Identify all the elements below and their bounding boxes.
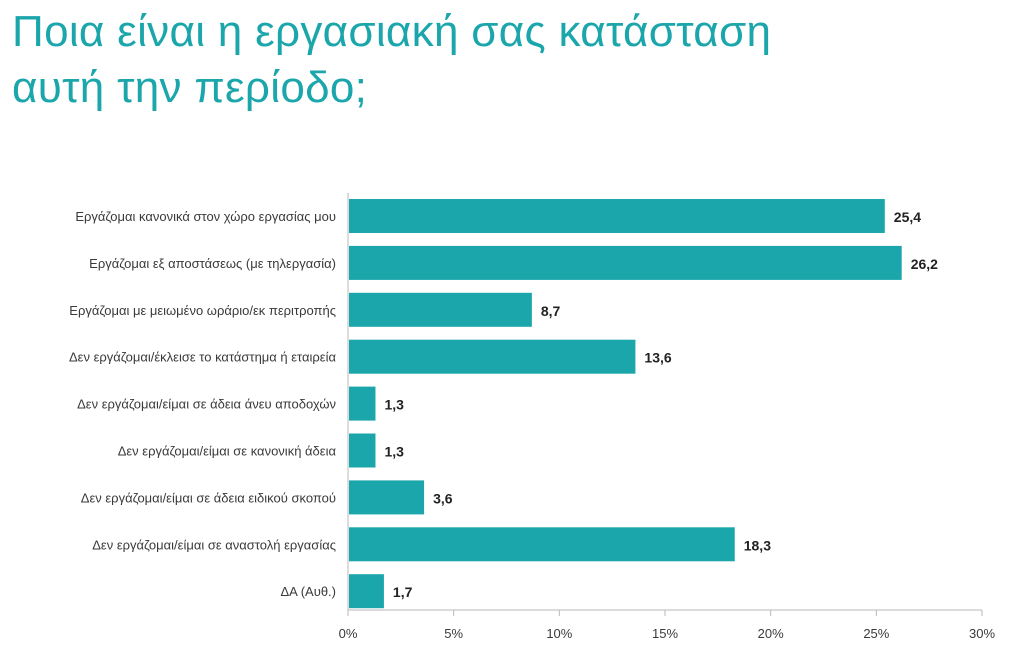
bar [349,574,384,609]
x-tick-label: 5% [444,626,463,641]
chart-title-line-1: Ποια είναι η εργασιακή σας κατάσταση [12,7,772,56]
category-label: Δεν εργάζομαι/είμαι σε άδεια ειδικού σκο… [81,490,336,505]
bar [349,199,885,233]
category-label: Δεν εργάζομαι/είμαι σε αναστολή εργασίας [92,537,336,552]
chart-title: Ποια είναι η εργασιακή σας κατάσταση αυτ… [12,4,771,116]
x-tick-label: 15% [652,626,678,641]
category-label: Δεν εργάζομαι/έκλεισε το κατάστημα ή ετα… [69,350,336,365]
x-axis: 0% 5% 10% 15% 20% 25% 30% [339,193,995,641]
value-label: 13,6 [644,350,671,366]
bar [349,386,376,421]
bar [349,433,376,468]
x-tick-label: 0% [339,626,358,641]
x-tick-label: 30% [969,626,995,641]
value-label: 1,3 [384,444,404,460]
category-label: Εργάζομαι εξ αποστάσεως (με τηλεργασία) [89,256,336,271]
bar [349,527,735,562]
value-label: 25,4 [894,209,921,225]
category-label: Δεν εργάζομαι/είμαι σε κανονική άδεια [118,444,337,459]
value-label: 18,3 [744,537,771,553]
chart-title-line-2: αυτή την περίοδο; [12,63,368,112]
category-label: Εργάζομαι με μειωμένο ωράριο/εκ περιτροπ… [69,303,336,318]
value-label: 1,7 [393,584,413,600]
category-label: Δεν εργάζομαι/είμαι σε άδεια άνευ αποδοχ… [77,397,336,412]
category-labels: Εργάζομαι κανονικά στον χώρο εργασίας μο… [69,209,336,599]
bars [349,199,902,609]
value-label: 3,6 [433,490,453,506]
bar [349,480,425,515]
category-label: ΔΑ (Αυθ.) [280,584,336,599]
bar [349,292,532,327]
x-tick-label: 10% [546,626,572,641]
x-tick-label: 20% [758,626,784,641]
value-label: 1,3 [384,397,404,413]
value-labels: 25,4 26,2 8,7 13,6 1,3 1,3 3,6 18,3 1,7 [384,209,938,600]
bar [349,245,902,280]
value-label: 8,7 [541,303,561,319]
bar [349,339,636,374]
x-tick-label: 25% [863,626,889,641]
value-label: 26,2 [911,256,938,272]
category-label: Εργάζομαι κανονικά στον χώρο εργασίας μο… [75,209,336,224]
